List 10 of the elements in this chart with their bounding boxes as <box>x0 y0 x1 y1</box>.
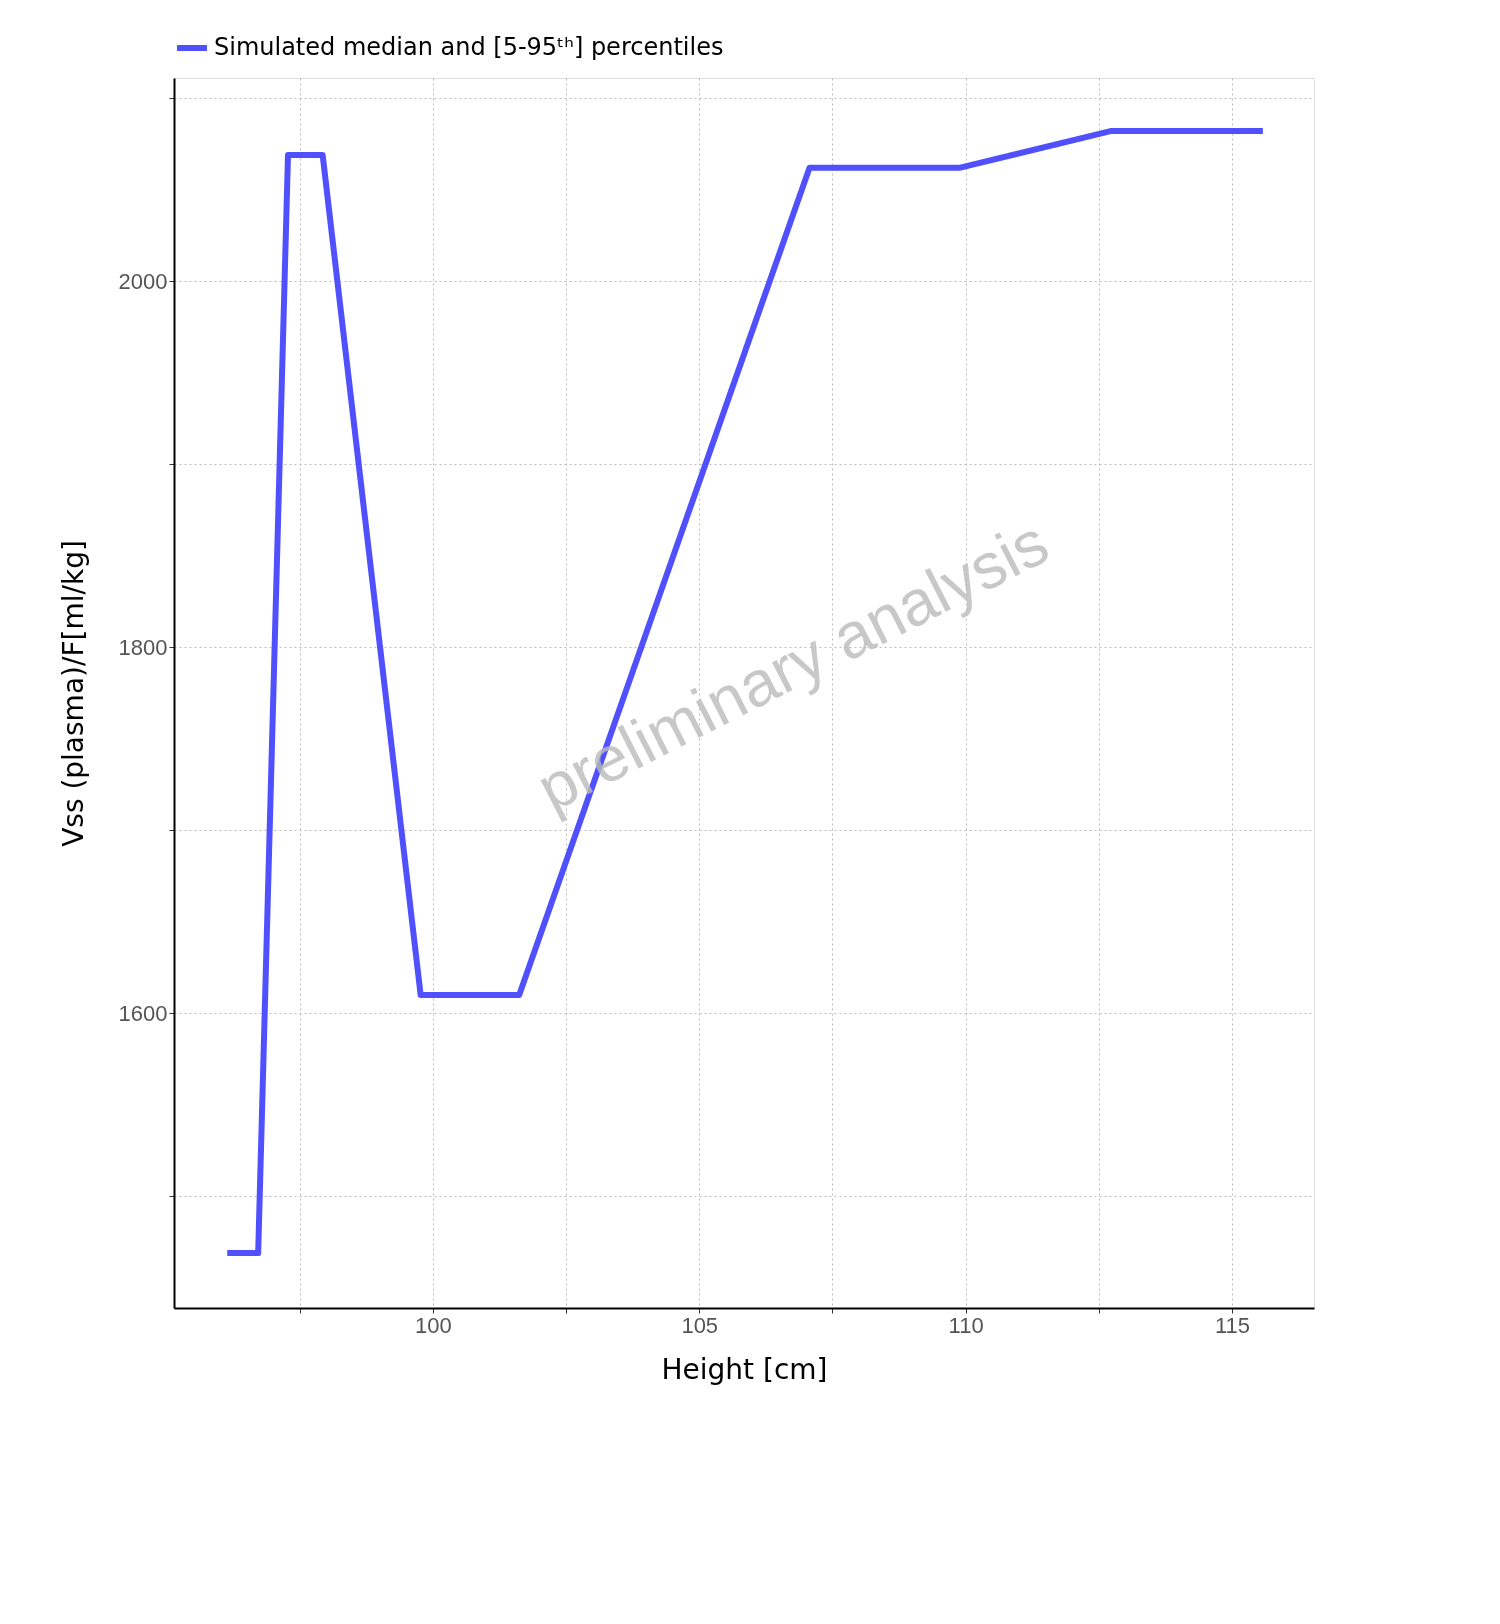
x-tick-label: 105 <box>681 1312 719 1338</box>
x-axis-title: Height [cm] <box>661 1352 828 1386</box>
y-tick-label: 1800 <box>118 634 168 660</box>
x-tick-label: 100 <box>415 1312 452 1338</box>
y-tick-label: 1600 <box>118 1000 168 1026</box>
x-tick-label: 110 <box>948 1312 984 1338</box>
y-tick-label: 2000 <box>118 268 168 294</box>
y-axis-title: Vss (plasma)/F[ml/kg] <box>56 540 90 847</box>
legend-label: Simulated median and [5-95ᵗʰ] percentiles <box>214 33 724 61</box>
x-tick-label: 115 <box>1214 1312 1250 1338</box>
